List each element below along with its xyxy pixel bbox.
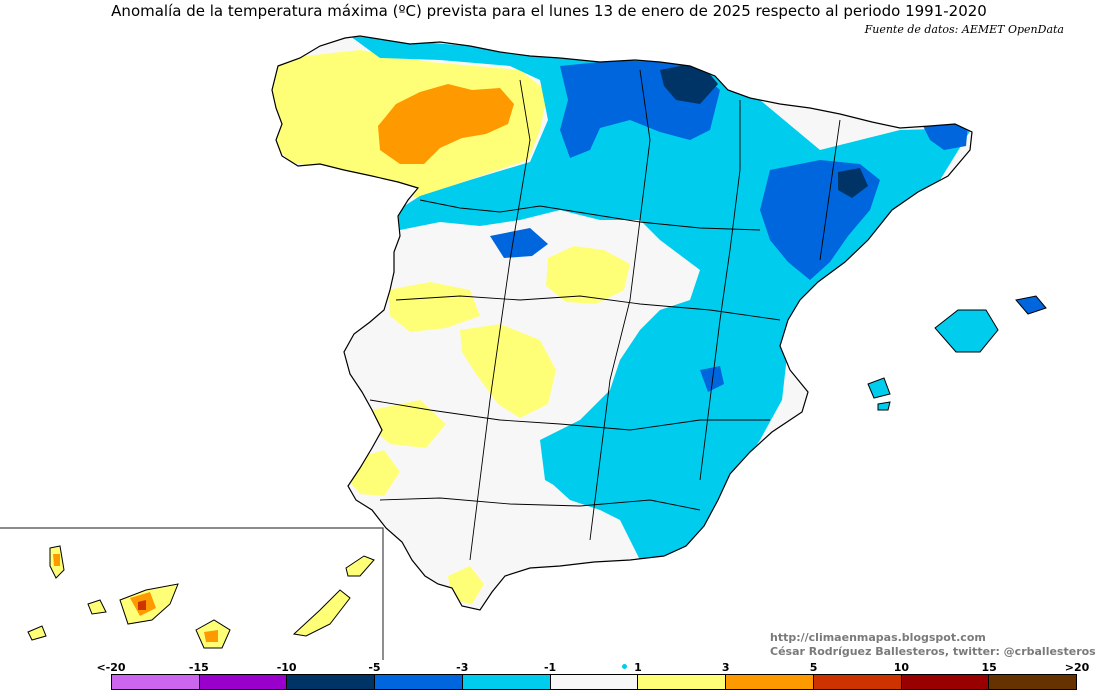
formentera (877, 401, 891, 411)
canary-islands-inset (0, 527, 384, 660)
very-cold-zone-navarra (660, 62, 718, 104)
legend-tick-label: <-20 (96, 661, 126, 674)
legend-swatch (726, 675, 814, 689)
legend-swatch (813, 675, 902, 689)
legend-swatch (638, 675, 727, 689)
ibiza (867, 377, 891, 399)
warm-zone-extremadura (460, 324, 556, 418)
legend-swatch (112, 675, 200, 689)
cold-zone-valencia (700, 366, 724, 392)
warm-zone-galicia-west (278, 92, 340, 160)
credits-block: http://climaenmapas.blogspot.com César R… (770, 631, 1096, 659)
menorca (1015, 295, 1047, 315)
legend-tick-label: 1 (634, 661, 642, 674)
legend-tick-label: 10 (893, 661, 910, 674)
el-hierro (27, 625, 47, 641)
lanzarote (345, 555, 375, 577)
hot-zone-leon (378, 84, 514, 164)
legend-tick-label: -3 (456, 661, 469, 674)
warm-zone-badajoz (372, 400, 446, 448)
map-title: Anomalía de la temperatura máxima (ºC) p… (111, 2, 987, 20)
legend-swatch (375, 675, 463, 689)
warm-zone-portugal-border (388, 282, 480, 332)
warm-zone-cadiz (448, 566, 484, 604)
tenerife-peak (138, 600, 146, 610)
la-gomera (87, 599, 107, 615)
legend-tick-label: 3 (721, 661, 730, 674)
iberian-peninsula (271, 35, 973, 611)
very-cold-zone-maestrazgo (838, 168, 868, 198)
legend-dot-icon (622, 664, 627, 669)
legend-tick-label: -15 (188, 661, 209, 674)
legend-tick-label: >20 (1064, 661, 1090, 674)
legend-swatch (287, 675, 376, 689)
cold-zone-castilla (490, 228, 548, 258)
legend-tick-label: -10 (276, 661, 297, 674)
legend-tick-label: 5 (809, 661, 818, 674)
legend-tick-label: -1 (543, 661, 557, 674)
color-legend (111, 674, 1077, 690)
mallorca (934, 309, 999, 353)
anomaly-map (0, 35, 1047, 660)
balearic-islands (867, 295, 1047, 411)
warm-zone-madrid (546, 246, 630, 304)
legend-tick-label: 15 (981, 661, 997, 674)
blog-url: http://climaenmapas.blogspot.com (770, 631, 986, 644)
legend-swatch (989, 675, 1077, 689)
legend-swatch (550, 675, 639, 689)
author-credit: César Rodríguez Ballesteros, twitter: @c… (770, 645, 1096, 658)
legend-tick-label: -5 (368, 661, 381, 674)
legend-swatch (199, 675, 288, 689)
legend-swatch (462, 675, 551, 689)
cold-zone-catalonia-coast (920, 120, 968, 150)
gran-canaria-hot (204, 630, 218, 642)
fuerteventura (292, 589, 351, 637)
legend-swatch (901, 675, 990, 689)
cold-zone-central-south (548, 420, 640, 510)
province-borders (369, 69, 841, 561)
data-source: Fuente de datos: AEMET OpenData (864, 23, 1064, 36)
la-palma-hot (53, 554, 60, 566)
